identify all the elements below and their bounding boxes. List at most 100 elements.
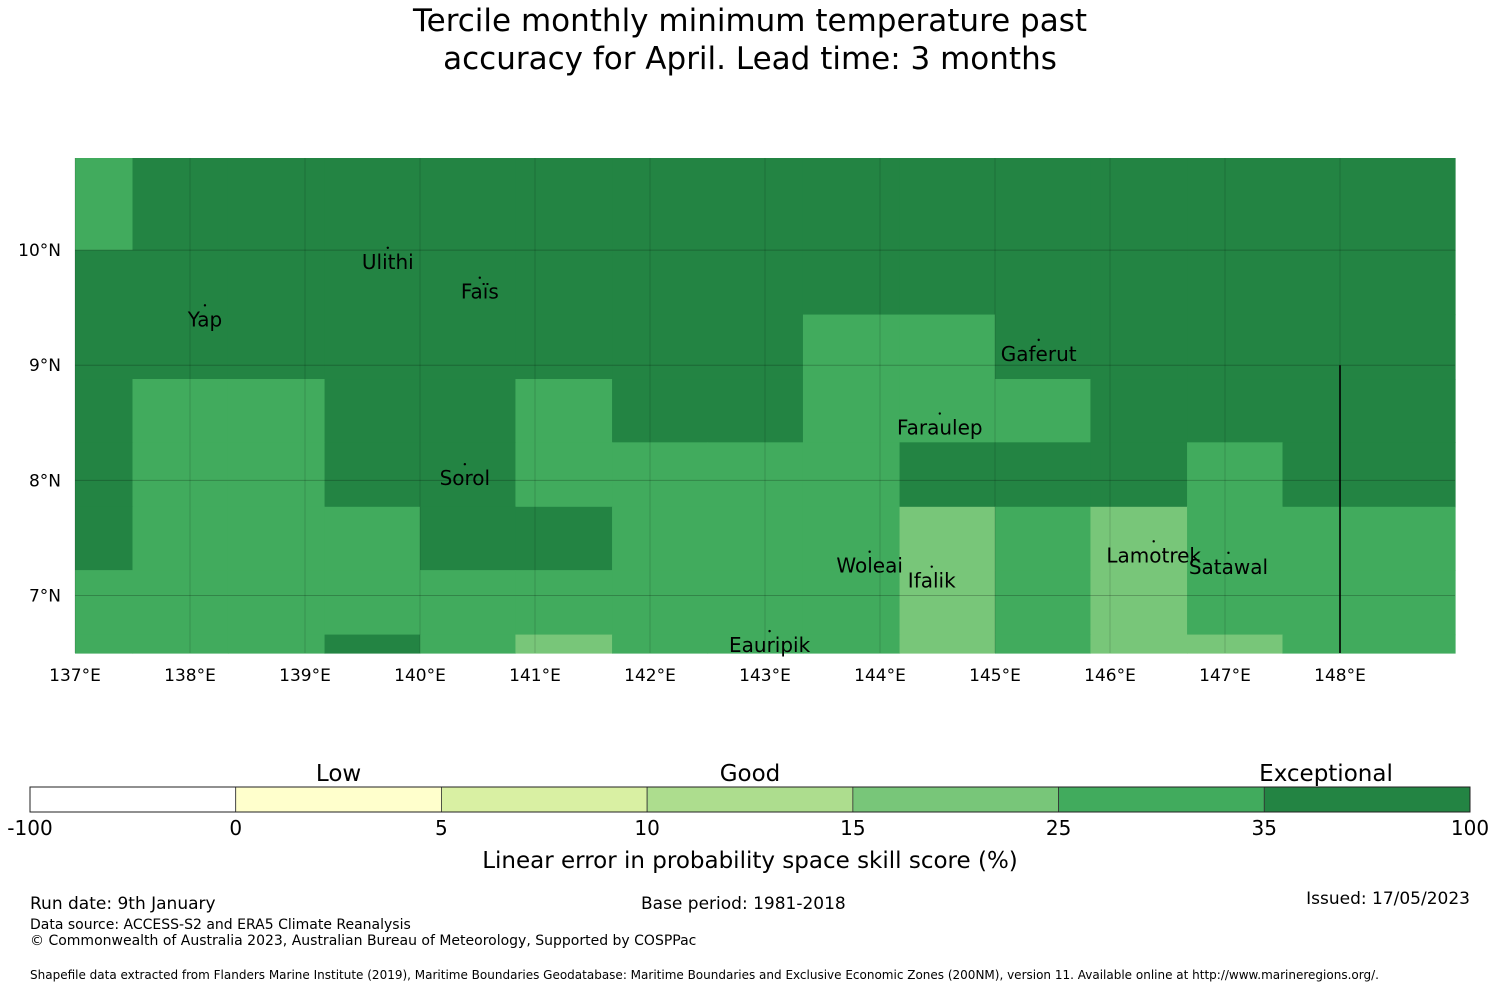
colorbar-swatch xyxy=(29,786,237,813)
skill-cell xyxy=(324,379,421,443)
skill-cell xyxy=(707,158,804,251)
skill-cell xyxy=(132,442,229,508)
colorbar-swatch xyxy=(852,786,1059,813)
lon-tick-label: 141°E xyxy=(509,666,561,686)
island-label: Faïs xyxy=(461,280,499,304)
skill-cell xyxy=(995,158,1092,251)
island-label: Ifalik xyxy=(908,569,956,593)
skill-cell xyxy=(707,314,804,380)
lon-tick-label: 146°E xyxy=(1084,666,1136,686)
colorbar-swatch xyxy=(646,786,854,813)
colorbar-legend: -100 0 5 10 15 25 35 100 Low Good Exceptional Linea… xyxy=(7,761,1489,874)
skill-cell xyxy=(1090,442,1188,508)
skill-cell xyxy=(515,570,613,636)
skill-cell xyxy=(612,506,709,571)
skill-cell xyxy=(707,250,804,316)
island-marker xyxy=(386,246,389,249)
skill-cell xyxy=(707,379,804,443)
skill-cell xyxy=(132,158,229,251)
skill-cell xyxy=(802,634,901,654)
skill-cell xyxy=(612,158,709,251)
latitude-axis: 10°N 9°N 8°N 7°N xyxy=(18,241,61,606)
lon-tick-label: 138°E xyxy=(164,666,216,686)
skill-cell xyxy=(1090,570,1188,636)
skill-cell xyxy=(420,570,517,636)
issued-date: Issued: 17/05/2023 xyxy=(1306,889,1470,909)
lat-tick-label: 7°N xyxy=(29,586,61,606)
skill-cell xyxy=(1187,250,1284,316)
skill-cell xyxy=(227,634,326,654)
skill-cell xyxy=(612,634,709,654)
skill-cell xyxy=(995,379,1092,443)
skill-cell xyxy=(995,250,1092,316)
copyright: © Commonwealth of Australia 2023, Austra… xyxy=(30,933,697,949)
skill-cell xyxy=(420,158,517,251)
skill-cell xyxy=(1090,506,1188,571)
island-label: Eauripik xyxy=(729,633,811,657)
colorbar-tick-label: 35 xyxy=(1252,816,1277,840)
island-marker xyxy=(1152,540,1155,543)
skill-cell xyxy=(802,506,901,571)
skill-cell xyxy=(995,314,1092,380)
skill-cell xyxy=(75,570,134,636)
skill-cell xyxy=(132,506,229,571)
skill-cell xyxy=(899,442,996,508)
data-source: Data source: ACCESS-S2 and ERA5 Climate … xyxy=(30,917,411,933)
skill-cell xyxy=(324,158,421,251)
skill-cell xyxy=(75,634,134,654)
skill-cell xyxy=(75,158,134,251)
island-label: Satawal xyxy=(1189,555,1268,579)
skill-cell xyxy=(324,250,421,316)
colorbar-outline xyxy=(29,786,1471,813)
colorbar-tick-label: 10 xyxy=(634,816,659,840)
island-marker xyxy=(478,276,481,279)
skill-cell xyxy=(1187,442,1284,508)
lon-tick-label: 139°E xyxy=(279,666,331,686)
skill-cell xyxy=(420,250,517,316)
skill-cell xyxy=(420,442,517,508)
skill-cell xyxy=(1090,379,1188,443)
base-period: Base period: 1981-2018 xyxy=(641,894,846,914)
skill-cell xyxy=(227,158,326,251)
skill-cell xyxy=(802,314,901,380)
island-marker xyxy=(463,463,467,466)
colorbar-swatch xyxy=(1058,786,1265,813)
skill-cell xyxy=(515,442,613,508)
skill-cell xyxy=(707,506,804,571)
colorbar-swatch xyxy=(441,786,648,813)
lon-tick-label: 140°E xyxy=(394,666,446,686)
island-marker xyxy=(938,412,941,415)
skill-cell xyxy=(995,634,1092,654)
skill-cell xyxy=(515,379,613,443)
skill-cell xyxy=(1282,570,1456,636)
colorbar-tick-label: 15 xyxy=(840,816,865,840)
skill-cell xyxy=(227,379,326,443)
skill-cell xyxy=(324,506,421,571)
skill-cell xyxy=(420,314,517,380)
skill-cell xyxy=(1187,379,1284,443)
skill-cell xyxy=(227,506,326,571)
island-label: Yap xyxy=(187,307,222,331)
skill-cell xyxy=(707,442,804,508)
skill-cell xyxy=(995,442,1092,508)
skill-cell xyxy=(227,570,326,636)
island-marker xyxy=(1037,338,1040,342)
map-title: Tercile monthly minimum temperature past… xyxy=(0,2,1500,78)
skill-cell xyxy=(324,570,421,636)
skill-cell xyxy=(612,442,709,508)
skill-cell xyxy=(802,570,901,636)
skill-cell xyxy=(995,506,1092,571)
colorbar-swatch xyxy=(235,786,442,813)
title-line-2: accuracy for April. Lead time: 3 months xyxy=(443,41,1057,77)
skill-cell xyxy=(1187,314,1284,380)
skill-cell xyxy=(802,442,901,508)
lon-tick-label: 144°E xyxy=(854,666,906,686)
skill-cell xyxy=(420,634,517,654)
lat-tick-label: 8°N xyxy=(29,471,61,491)
skill-cell xyxy=(899,379,996,443)
colorbar-tick-label: -100 xyxy=(7,816,52,840)
skill-cell xyxy=(899,570,996,636)
skill-cell xyxy=(995,570,1092,636)
lon-tick-label: 148°E xyxy=(1314,666,1366,686)
